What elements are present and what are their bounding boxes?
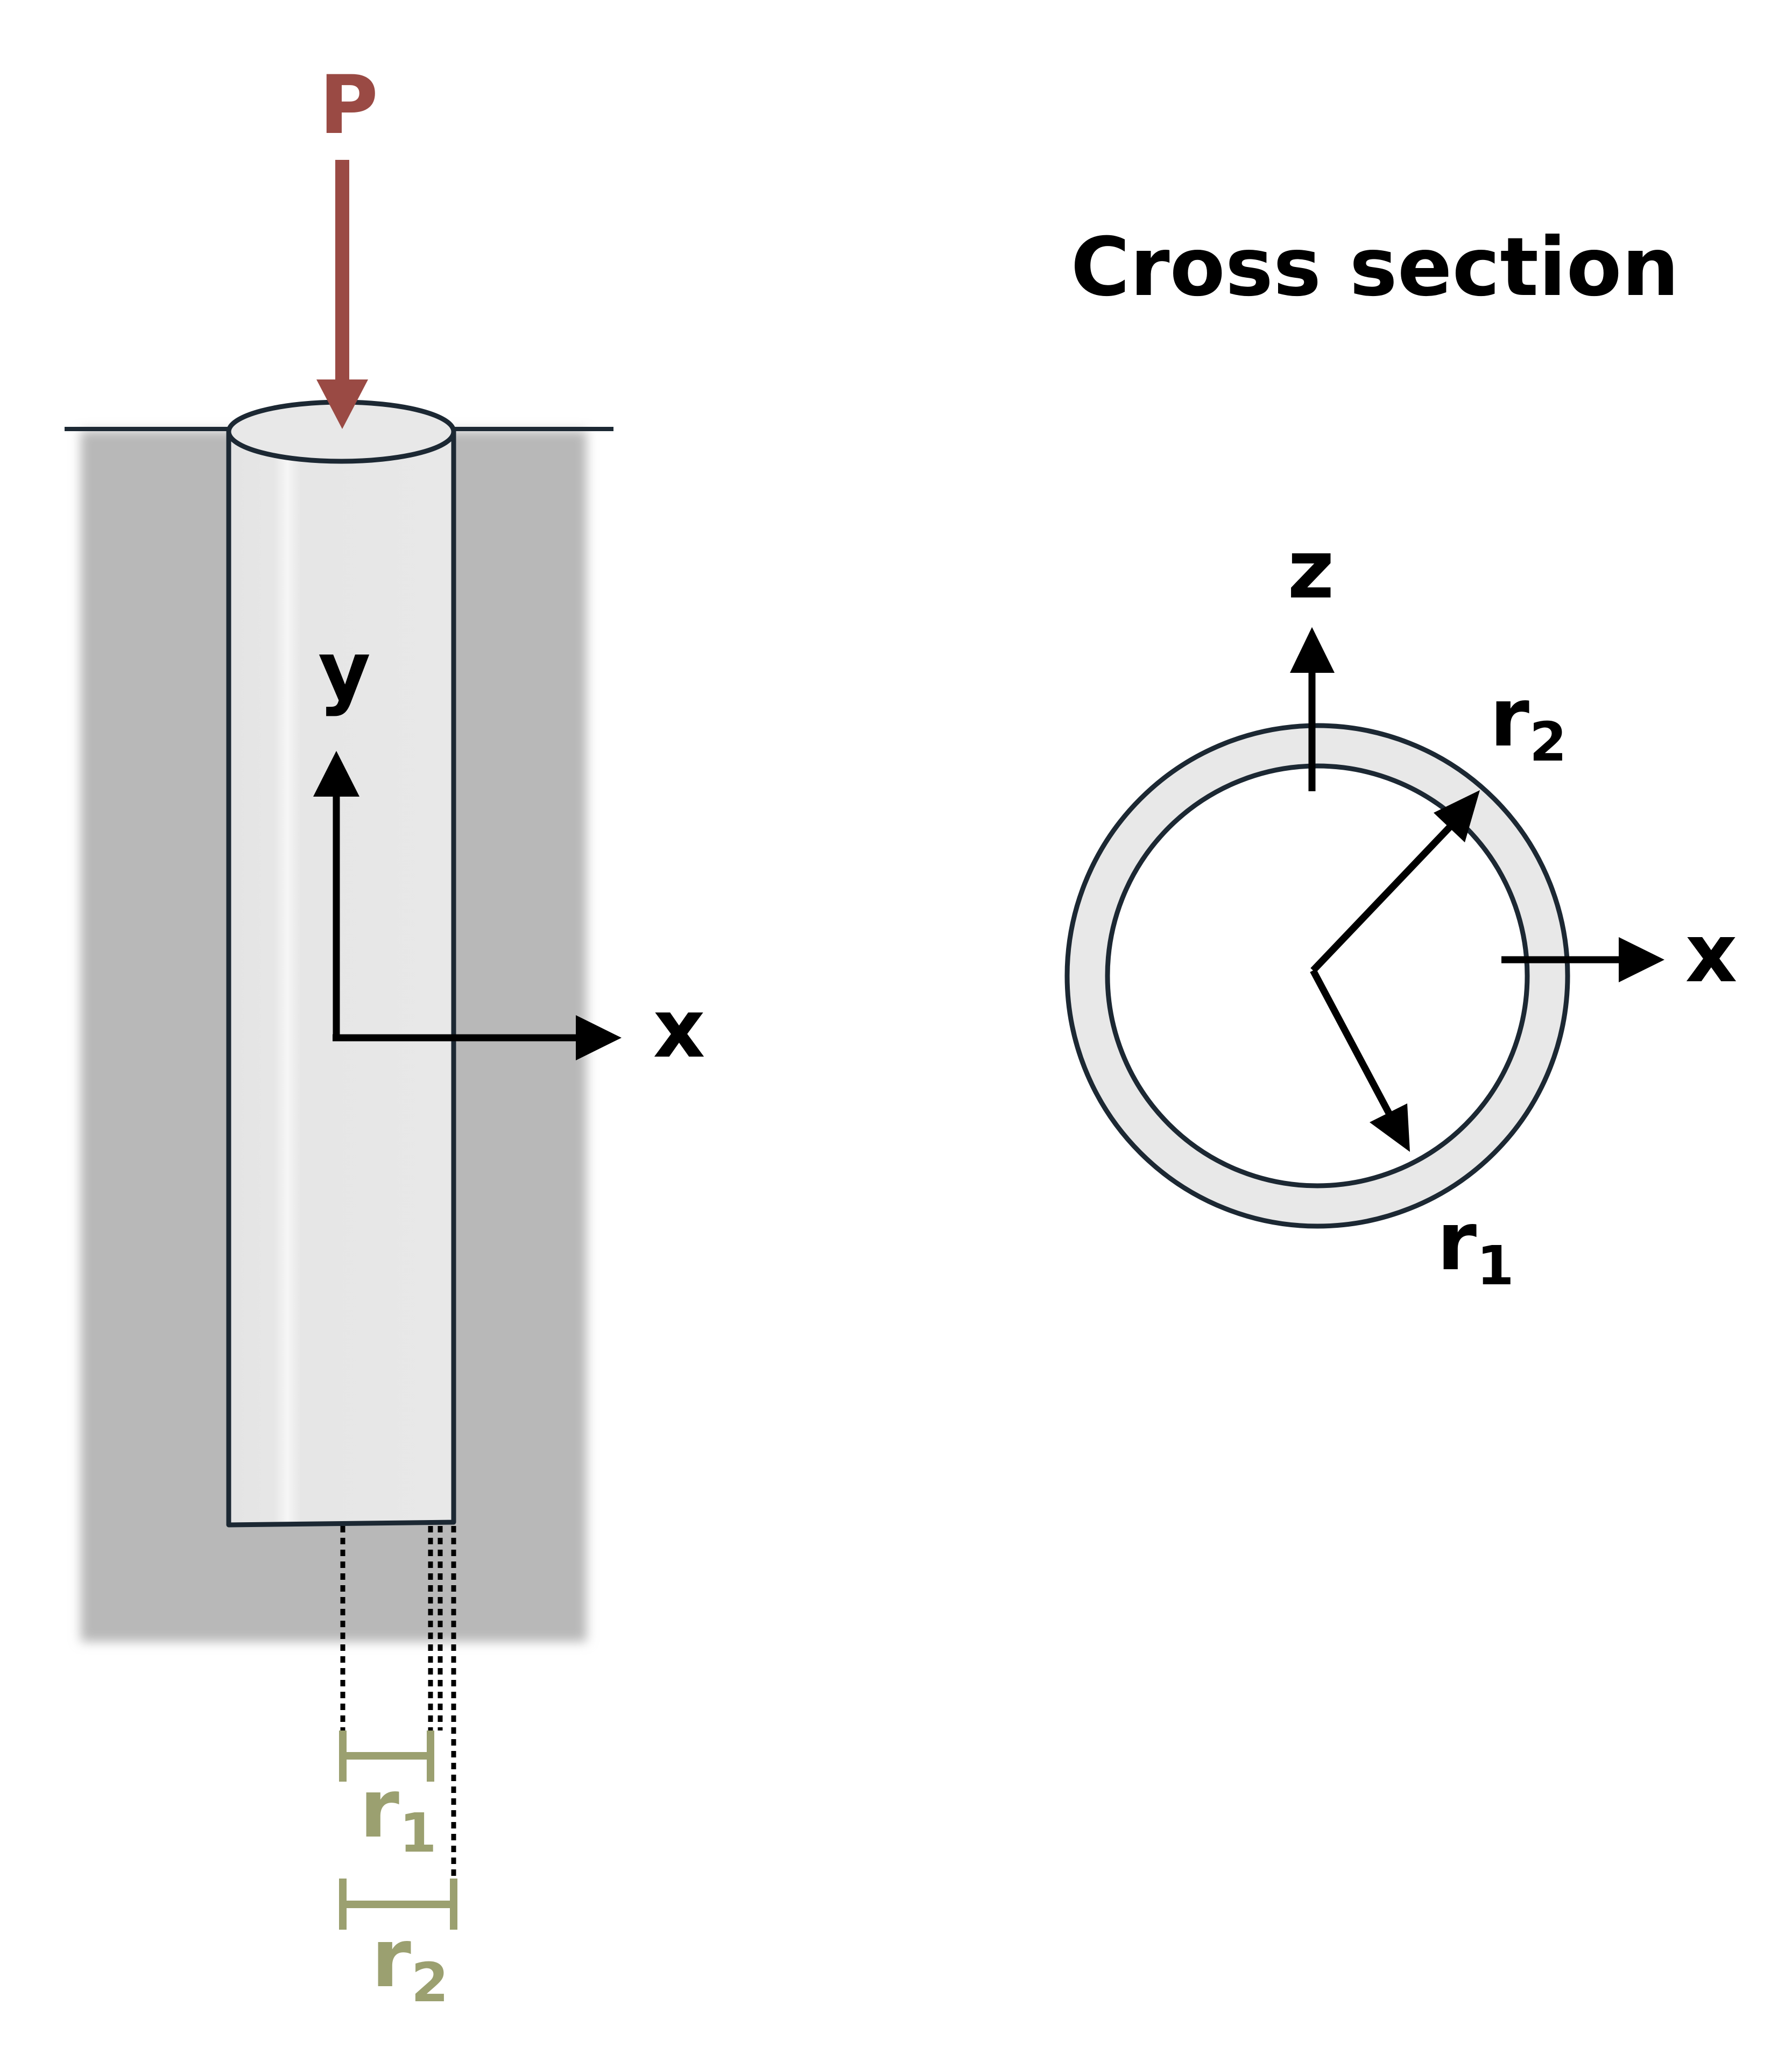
load-label: P [319,59,378,152]
cross-axes [1290,627,1664,982]
tube-body [226,426,456,1528]
dimension-r1-bar [339,1731,434,1782]
dimension-r1-label: r1 [359,1762,437,1865]
cross-axis-x-label: x [1685,907,1738,1001]
cross-axis-z-label: z [1287,523,1334,617]
cross-section-title: Cross section [1071,221,1680,314]
dimension-r2-bar [339,1879,457,1930]
radius-r1-label: r1 [1437,1195,1514,1297]
radius-r1-arrow [1310,968,1410,1152]
side-axis-x-label: x [653,982,705,1076]
radius-r2-arrow [1310,790,1480,973]
radius-r2-label: r2 [1490,671,1567,773]
side-axis-y-label: y [318,624,371,718]
dimension-r2-label: r2 [371,1912,449,2014]
load-arrow [316,160,368,429]
side-axes [313,751,622,1060]
dimension-extension-lines [340,1526,456,1881]
